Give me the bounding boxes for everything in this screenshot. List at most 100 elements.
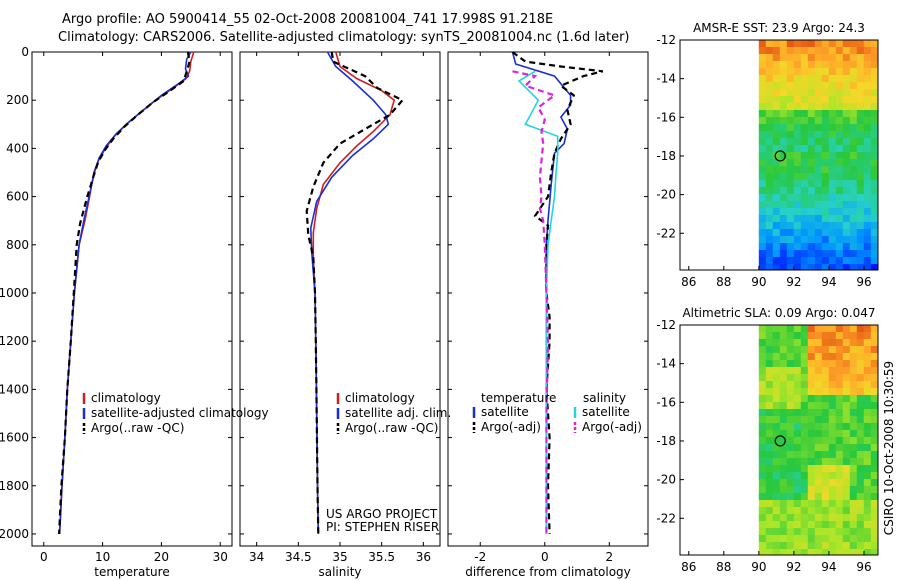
heatmap-cell xyxy=(772,96,781,104)
heatmap-cell xyxy=(856,215,865,223)
heatmap-cell xyxy=(870,346,879,354)
heatmap-cell xyxy=(828,208,837,216)
heatmap-cell xyxy=(856,542,865,550)
heatmap-cell xyxy=(842,451,851,459)
sla_map-ytick-label: -22 xyxy=(656,511,676,525)
heatmap-cell xyxy=(807,381,816,389)
heatmap-cell xyxy=(842,173,851,181)
heatmap-cell xyxy=(793,124,802,132)
heatmap-cell xyxy=(758,458,767,466)
heatmap-cell xyxy=(772,250,781,258)
heatmap-cell xyxy=(758,152,767,160)
heatmap-cell xyxy=(828,145,837,153)
heatmap-cell xyxy=(821,89,830,97)
heatmap-cell xyxy=(828,381,837,389)
heatmap-cell xyxy=(779,103,788,111)
heatmap-cell xyxy=(807,152,816,160)
heatmap-cell xyxy=(863,236,872,244)
heatmap-cell xyxy=(814,339,823,347)
heatmap-cell xyxy=(793,339,802,347)
heatmap-cell xyxy=(814,549,823,556)
legend-salinity-entry-label: satellite adj. clim. xyxy=(345,406,451,420)
heatmap-cell xyxy=(821,444,830,452)
heatmap-cell xyxy=(772,542,781,550)
heatmap-cell xyxy=(863,54,872,62)
heatmap-cell xyxy=(849,243,858,251)
heatmap-cell xyxy=(779,194,788,202)
heatmap-cell xyxy=(828,236,837,244)
timestamp-side-label: CSIRO 10-Oct-2008 10:30:59 xyxy=(882,361,896,535)
heatmap-cell xyxy=(856,54,865,62)
heatmap-cell xyxy=(835,381,844,389)
heatmap-cell xyxy=(807,82,816,90)
heatmap-cell xyxy=(793,507,802,515)
heatmap-cell xyxy=(835,444,844,452)
heatmap-cell xyxy=(772,47,781,55)
heatmap-cell xyxy=(793,180,802,188)
heatmap-cell xyxy=(821,381,830,389)
heatmap-cell xyxy=(849,346,858,354)
heatmap-cell xyxy=(814,117,823,125)
heatmap-cell xyxy=(786,215,795,223)
difference-xtick-label: 2 xyxy=(605,550,613,564)
heatmap-cell xyxy=(786,409,795,417)
heatmap-cell xyxy=(772,346,781,354)
heatmap-cell xyxy=(772,166,781,174)
heatmap-cell xyxy=(835,103,844,111)
heatmap-cell xyxy=(814,367,823,375)
heatmap-cell xyxy=(814,194,823,202)
sla_map-title: Altimetric SLA: 0.09 Argo: 0.047 xyxy=(682,306,875,320)
heatmap-cell xyxy=(863,138,872,146)
heatmap-cell xyxy=(772,367,781,375)
heatmap-cell xyxy=(800,222,809,230)
heatmap-cell xyxy=(793,465,802,473)
heatmap-cell xyxy=(863,110,872,118)
sst_map-ytick-label: -22 xyxy=(656,226,676,240)
heatmap-cell xyxy=(856,472,865,480)
heatmap-cell xyxy=(849,458,858,466)
heatmap-cell xyxy=(772,360,781,368)
heatmap-cell xyxy=(765,360,774,368)
legend-diff-title-salinity: salinity xyxy=(583,391,626,405)
heatmap-cell xyxy=(863,479,872,487)
heatmap-cell xyxy=(800,493,809,501)
heatmap-cell xyxy=(863,507,872,515)
legend-salinity-entry-label: climatology xyxy=(345,391,415,405)
heatmap-cell xyxy=(870,110,879,118)
heatmap-cell xyxy=(870,124,879,132)
heatmap-cell xyxy=(814,332,823,340)
heatmap-cell xyxy=(863,89,872,97)
heatmap-cell xyxy=(821,437,830,445)
heatmap-cell xyxy=(863,243,872,251)
heatmap-cell xyxy=(835,395,844,403)
heatmap-cell xyxy=(849,222,858,230)
heatmap-cell xyxy=(807,367,816,375)
heatmap-cell xyxy=(807,117,816,125)
heatmap-cell xyxy=(814,528,823,536)
heatmap-cell xyxy=(765,521,774,529)
heatmap-cell xyxy=(772,437,781,445)
heatmap-cell xyxy=(842,103,851,111)
heatmap-cell xyxy=(821,117,830,125)
heatmap-cell xyxy=(765,159,774,167)
heatmap-cell xyxy=(786,353,795,361)
heatmap-cell xyxy=(870,507,879,515)
heatmap-cell xyxy=(786,479,795,487)
heatmap-cell xyxy=(779,458,788,466)
heatmap-cell xyxy=(821,110,830,118)
heatmap-cell xyxy=(786,264,795,271)
heatmap-cell xyxy=(765,194,774,202)
heatmap-cell xyxy=(870,395,879,403)
heatmap-cell xyxy=(758,493,767,501)
heatmap-cell xyxy=(779,124,788,132)
heatmap-cell xyxy=(821,54,830,62)
heatmap-cell xyxy=(821,346,830,354)
heatmap-cell xyxy=(835,89,844,97)
sla_map-ytick-label: -16 xyxy=(656,395,676,409)
heatmap-cell xyxy=(870,89,879,97)
heatmap-cell xyxy=(779,367,788,375)
heatmap-cell xyxy=(807,110,816,118)
heatmap-cell xyxy=(828,388,837,396)
heatmap-cell xyxy=(772,173,781,181)
